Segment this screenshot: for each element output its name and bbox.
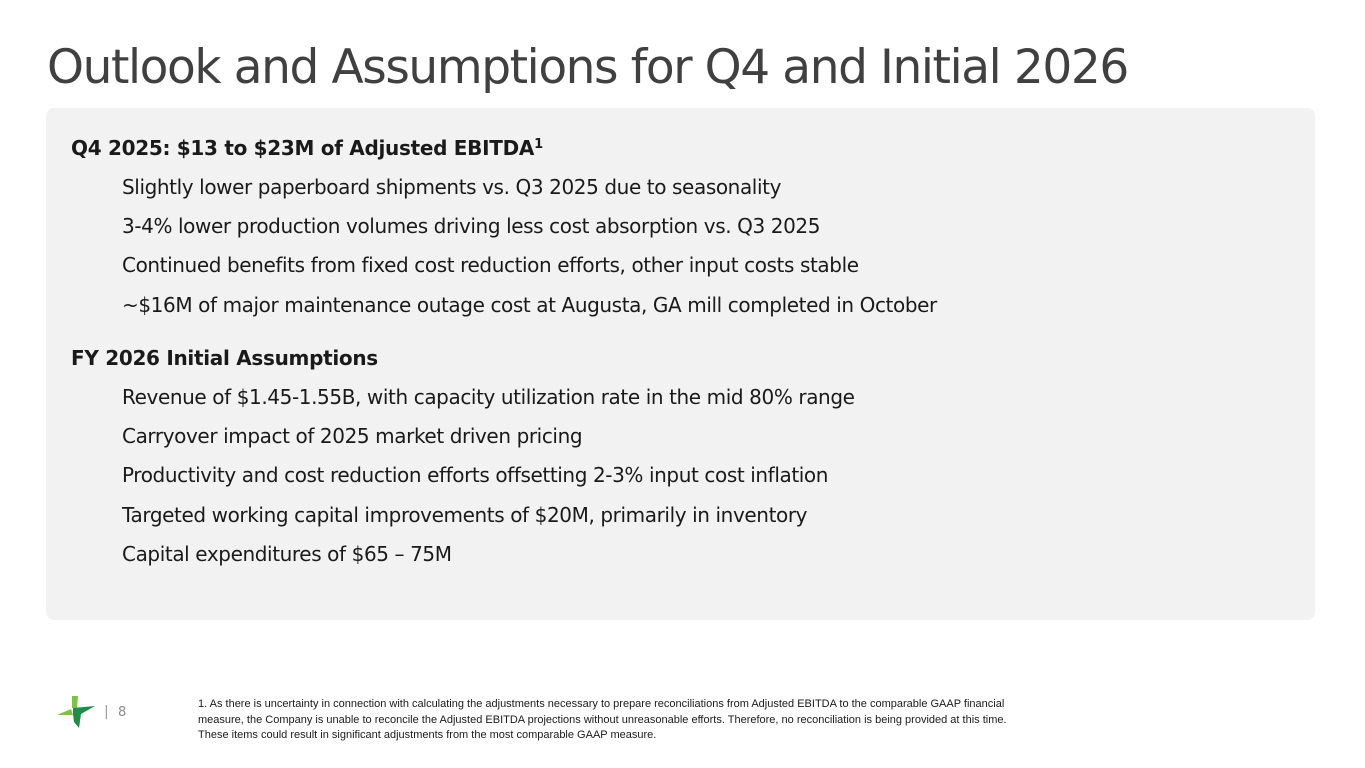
slide-title: Outlook and Assumptions for Q4 and Initi… <box>47 40 1129 95</box>
footnote-marker: 1 <box>534 137 543 152</box>
q4-heading: Q4 2025: $13 to $23M of Adjusted EBITDA1 <box>71 134 543 162</box>
q4-bullet: ~$16M of major maintenance outage cost a… <box>122 292 937 317</box>
page-number: 8 <box>118 705 127 720</box>
page-separator: | <box>104 704 109 720</box>
fy2026-bullet: Productivity and cost reduction efforts … <box>122 463 829 488</box>
fy2026-heading: FY 2026 Initial Assumptions <box>71 346 378 370</box>
q4-bullet: Slightly lower paperboard shipments vs. … <box>122 175 782 199</box>
fy2026-bullet: Capital expenditures of $65 – 75M <box>122 541 452 566</box>
footnote: 1. As there is uncertainty in connection… <box>198 697 1128 744</box>
q4-bullet: Continued benefits from fixed cost reduc… <box>122 253 859 278</box>
footnote-line: 1. As there is uncertainty in connection… <box>198 698 1005 710</box>
q4-heading-text: Q4 2025: $13 to $23M of Adjusted EBITDA <box>71 136 535 160</box>
q4-bullet: 3-4% lower production volumes driving le… <box>122 214 821 239</box>
fy2026-bullet: Carryover impact of 2025 market driven p… <box>122 424 583 449</box>
fy2026-bullet: Revenue of $1.45-1.55B, with capacity ut… <box>122 385 855 409</box>
company-logo-icon <box>57 696 95 728</box>
fy2026-bullet: Targeted working capital improvements of… <box>122 502 808 527</box>
content-panel: Q4 2025: $13 to $23M of Adjusted EBITDA1… <box>46 108 1315 620</box>
q4-bullet-list: Slightly lower paperboard shipments vs. … <box>122 168 937 325</box>
fy2026-bullet-list: Revenue of $1.45-1.55B, with capacity ut… <box>122 378 855 574</box>
footnote-line: These items could result in significant … <box>198 729 657 741</box>
footnote-line: measure, the Company is unable to reconc… <box>198 713 1007 726</box>
